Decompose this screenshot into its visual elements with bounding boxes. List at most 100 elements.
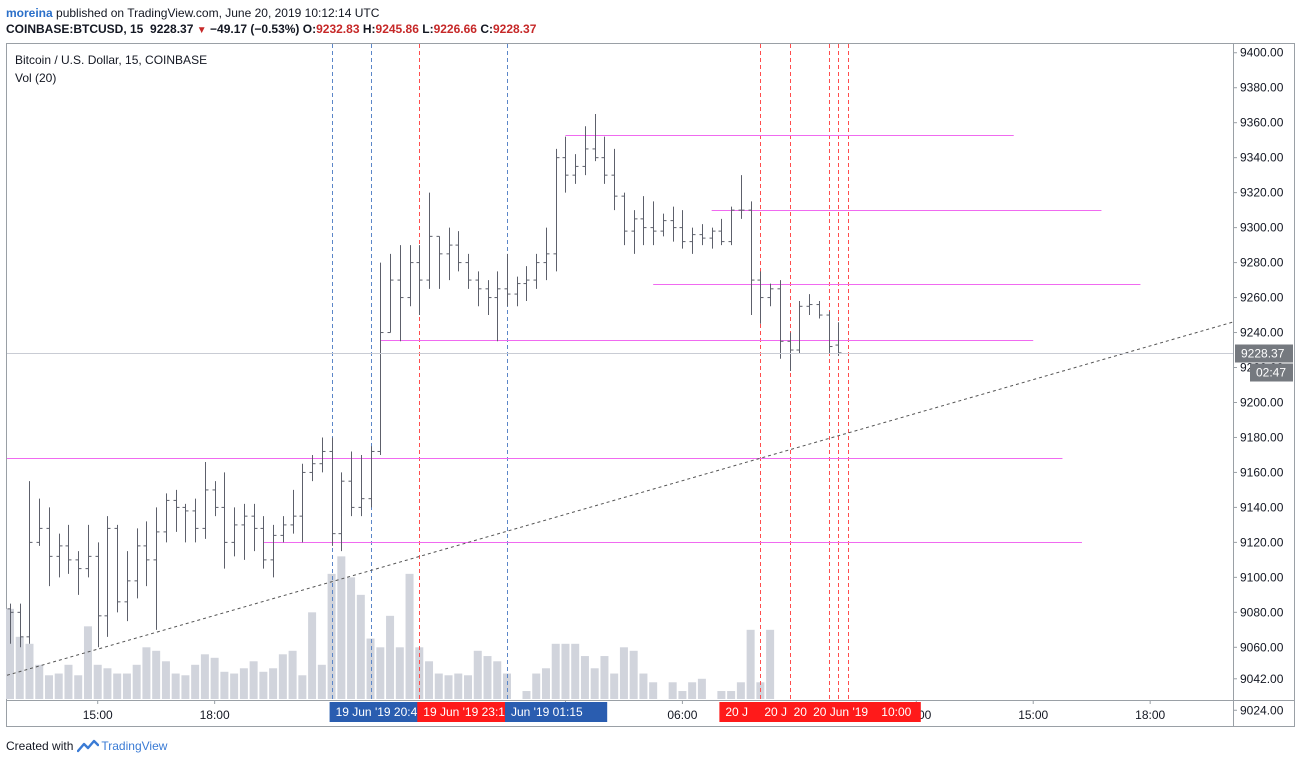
ohlc-bar [553, 148, 560, 272]
high-label: H: [362, 22, 376, 36]
y-axis-label: 9160.00 [1240, 465, 1284, 479]
ohlc-bar [280, 516, 287, 543]
created-with-text: Created with [6, 739, 74, 753]
y-axis-label: 9240.00 [1240, 326, 1284, 340]
ohlc-bar [260, 516, 267, 569]
volume-legend: Vol (20) [15, 71, 56, 85]
volume-bar [25, 643, 34, 699]
ohlc-bar [251, 503, 258, 552]
volume-bar [571, 643, 580, 699]
time-label-text: 20 Jun '19 [813, 705, 868, 719]
author-name[interactable]: moreina [6, 6, 53, 20]
ohlc-bar [338, 472, 345, 552]
volume-bar [483, 656, 492, 699]
y-axis-label: 9120.00 [1240, 535, 1284, 549]
ohlc-bar [640, 196, 647, 246]
ohlc-bar [523, 266, 530, 302]
volume-bar [171, 673, 180, 699]
ohlc-bar [611, 148, 618, 211]
time-label-badge: Jun '19 01:15 [504, 702, 608, 722]
x-axis-label: 18:00 [1135, 708, 1165, 722]
volume-bar [473, 650, 482, 699]
ohlc-bar [202, 461, 209, 539]
volume-bar [44, 675, 53, 699]
ohlc-bar [504, 253, 511, 307]
volume-bar [181, 675, 190, 699]
volume-bar [425, 661, 434, 699]
countdown-value: 02:47 [1256, 366, 1286, 380]
low-value: 9226.66 [433, 22, 477, 36]
volume-bar [736, 682, 745, 699]
volume-bar [142, 647, 151, 699]
volume-bar [259, 671, 268, 699]
time-label-badge: 10:00 [875, 702, 921, 722]
ohlc-bar [407, 245, 414, 307]
ohlc-bar [543, 227, 550, 281]
time-label-text: 19 Jun '19 20:45 [336, 705, 425, 719]
ohlc-bar [329, 437, 336, 546]
y-axis-label: 9300.00 [1240, 221, 1284, 235]
low-label: L: [422, 22, 434, 36]
current-price-tag [1235, 344, 1293, 363]
ohlc-bar [806, 294, 813, 316]
y-axis-label: 9400.00 [1240, 46, 1284, 60]
volume-bar [405, 573, 414, 699]
time-label-text: 10:00 [881, 705, 911, 719]
ohlc-bar [621, 192, 628, 246]
y-axis-label: 9360.00 [1240, 116, 1284, 130]
ohlc-bar [699, 224, 706, 246]
down-arrow-icon: ▼ [196, 25, 207, 36]
ohlc-bar [533, 253, 540, 289]
volume-bar [103, 668, 112, 699]
volume-bar [639, 673, 648, 699]
volume-bar [502, 673, 511, 699]
published-text: published on TradingView.com, June 20, 2… [56, 6, 380, 20]
y-axis-label: 9340.00 [1240, 151, 1284, 165]
volume-bar [395, 647, 404, 699]
ohlc-bar [572, 154, 579, 184]
time-label-text: 20 J [725, 705, 748, 719]
volume-bar [551, 643, 560, 699]
volume-bar [376, 647, 385, 699]
ohlc-bar [163, 493, 170, 543]
volume-bar [415, 647, 424, 699]
ohlc-bar [660, 213, 667, 237]
volume-bar [93, 664, 102, 699]
volume-bar [444, 675, 453, 699]
trend-line[interactable] [6, 321, 1234, 676]
volume-bar [493, 661, 502, 699]
ohlc-bar [562, 136, 569, 193]
ohlc-bar [777, 280, 784, 359]
time-label-badge: 20 Jun '19 [807, 702, 885, 722]
close-value: 9228.37 [492, 22, 537, 36]
ohlc-bar [36, 498, 43, 546]
x-axis-label: 15:00 [1018, 708, 1048, 722]
ohlc-bar [153, 507, 160, 630]
price-change: −49.17 (−0.53%) [210, 22, 300, 36]
volume-bar [561, 643, 570, 699]
y-axis-label: 9380.00 [1240, 81, 1284, 95]
ohlc-bar [426, 192, 433, 289]
volume-bar [298, 675, 307, 699]
tradingview-brand[interactable]: TradingView [101, 739, 168, 753]
ohlc-bar [455, 231, 462, 272]
ohlc-bar [592, 113, 599, 162]
chart-legend-title: Bitcoin / U.S. Dollar, 15, COINBASE [15, 53, 207, 67]
volume-bar [230, 673, 239, 699]
time-label-text: 19 Jun '19 23:15 [423, 705, 512, 719]
y-axis-label: 9320.00 [1240, 186, 1284, 200]
ohlc-bar [192, 498, 199, 543]
volume-bar [249, 661, 258, 699]
ohlc-summary: COINBASE:BTCUSD, 15 9228.37 ▼ −49.17 (−0… [6, 22, 536, 36]
volume-bar [6, 608, 14, 699]
volume-bar [64, 664, 73, 699]
y-axis-label: 9280.00 [1240, 256, 1284, 270]
tradingview-logo-icon [77, 739, 100, 753]
volume-bar [610, 673, 619, 699]
time-label-bg [875, 702, 921, 722]
ohlc-bar [65, 524, 72, 574]
volume-bar [386, 615, 395, 699]
ohlc-bar [358, 454, 365, 517]
volume-bar [746, 629, 755, 699]
